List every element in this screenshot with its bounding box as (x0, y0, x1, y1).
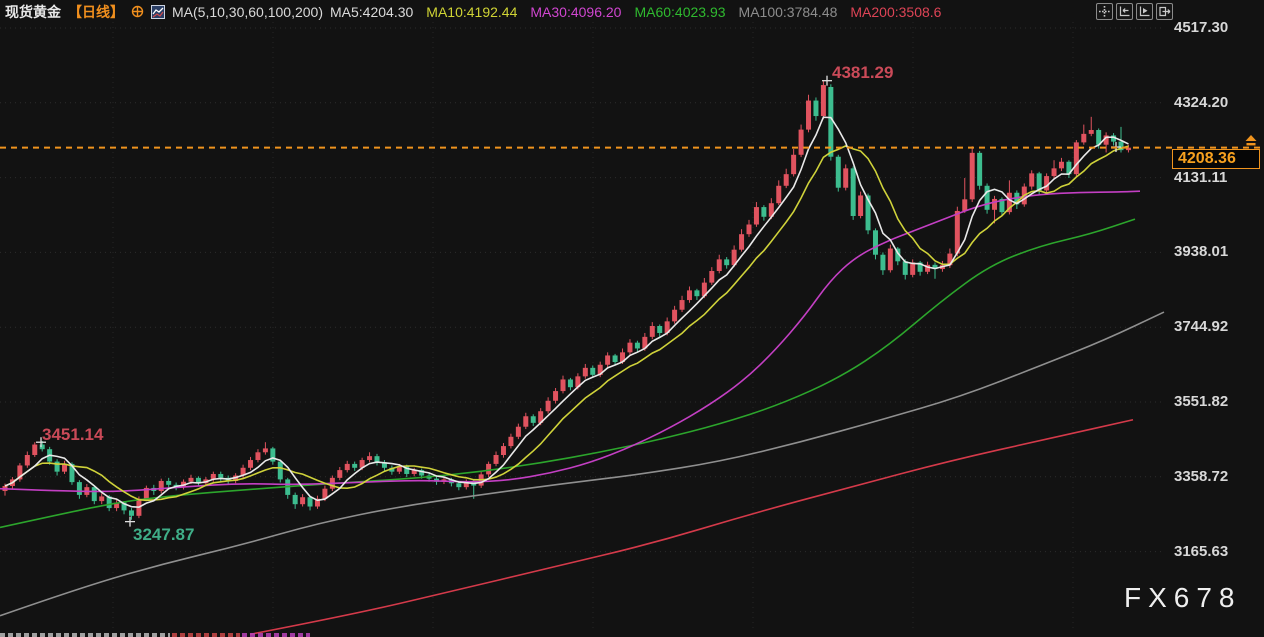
y-axis-label: 3165.63 (1174, 542, 1229, 560)
y-axis-label: 3358.72 (1174, 467, 1229, 485)
clipped-text-segment (172, 633, 240, 637)
instrument-title: 现货黄金 (5, 3, 61, 20)
axis-play-icon[interactable] (1136, 3, 1153, 20)
y-axis-label: 4517.30 (1174, 19, 1229, 36)
price-annotation: 3247.87 (133, 524, 195, 544)
ma-value: MA10:4192.44 (426, 3, 518, 20)
ma5-line (4, 116, 1129, 508)
current-price-tag: 4208.36 (1172, 148, 1260, 169)
export-right-icon[interactable] (1156, 3, 1173, 20)
y-axis-label: 3744.92 (1174, 318, 1229, 336)
target-icon[interactable] (131, 5, 144, 18)
ma-value: MA200:3508.6 (850, 3, 942, 20)
chart-header: 现货黄金 【日线】 MA(5,10,30,60,100,200) MA5:420… (0, 0, 945, 23)
ma-values: MA5:4204.30 MA10:4192.44 MA30:4096.20 MA60:… (330, 4, 945, 20)
ma200-line (249, 418, 1134, 636)
clipped-text-segment (242, 633, 310, 637)
watermark: FX678 (1124, 582, 1242, 613)
clipped-text-segment (0, 633, 170, 637)
ma-settings-label: MA(5,10,30,60,100,200) (172, 3, 323, 20)
ma-value: MA100:3784.48 (738, 3, 838, 20)
y-axis-label: 4324.20 (1174, 93, 1229, 111)
ma10-line (4, 145, 1129, 502)
ma-value: MA30:4096.20 (530, 3, 622, 20)
chart-icon[interactable] (151, 4, 165, 19)
price-annotation: 4381.29 (832, 62, 894, 82)
latest-arrow-icon[interactable] (1243, 134, 1259, 154)
y-axis-label: 3551.82 (1174, 392, 1229, 410)
candles (2, 80, 1131, 520)
ma-lines (0, 116, 1165, 636)
ma-value: MA60:4023.93 (634, 3, 726, 20)
crosshair-move-icon[interactable] (1096, 3, 1113, 20)
chart-toolbar (1096, 3, 1173, 20)
current-price-value: 4208.36 (1178, 149, 1236, 167)
period-label: 【日线】 (68, 3, 124, 20)
y-axis-label: 4131.11 (1174, 168, 1228, 186)
ma100-line (0, 311, 1165, 617)
axis-arrow-left-icon[interactable] (1116, 3, 1133, 20)
ma30-line (0, 190, 1141, 493)
y-axis-label: 3938.01 (1174, 243, 1229, 261)
price-annotation: 3451.14 (42, 424, 104, 444)
ma60-line (0, 218, 1136, 529)
ma-value: MA5:4204.30 (330, 3, 414, 20)
